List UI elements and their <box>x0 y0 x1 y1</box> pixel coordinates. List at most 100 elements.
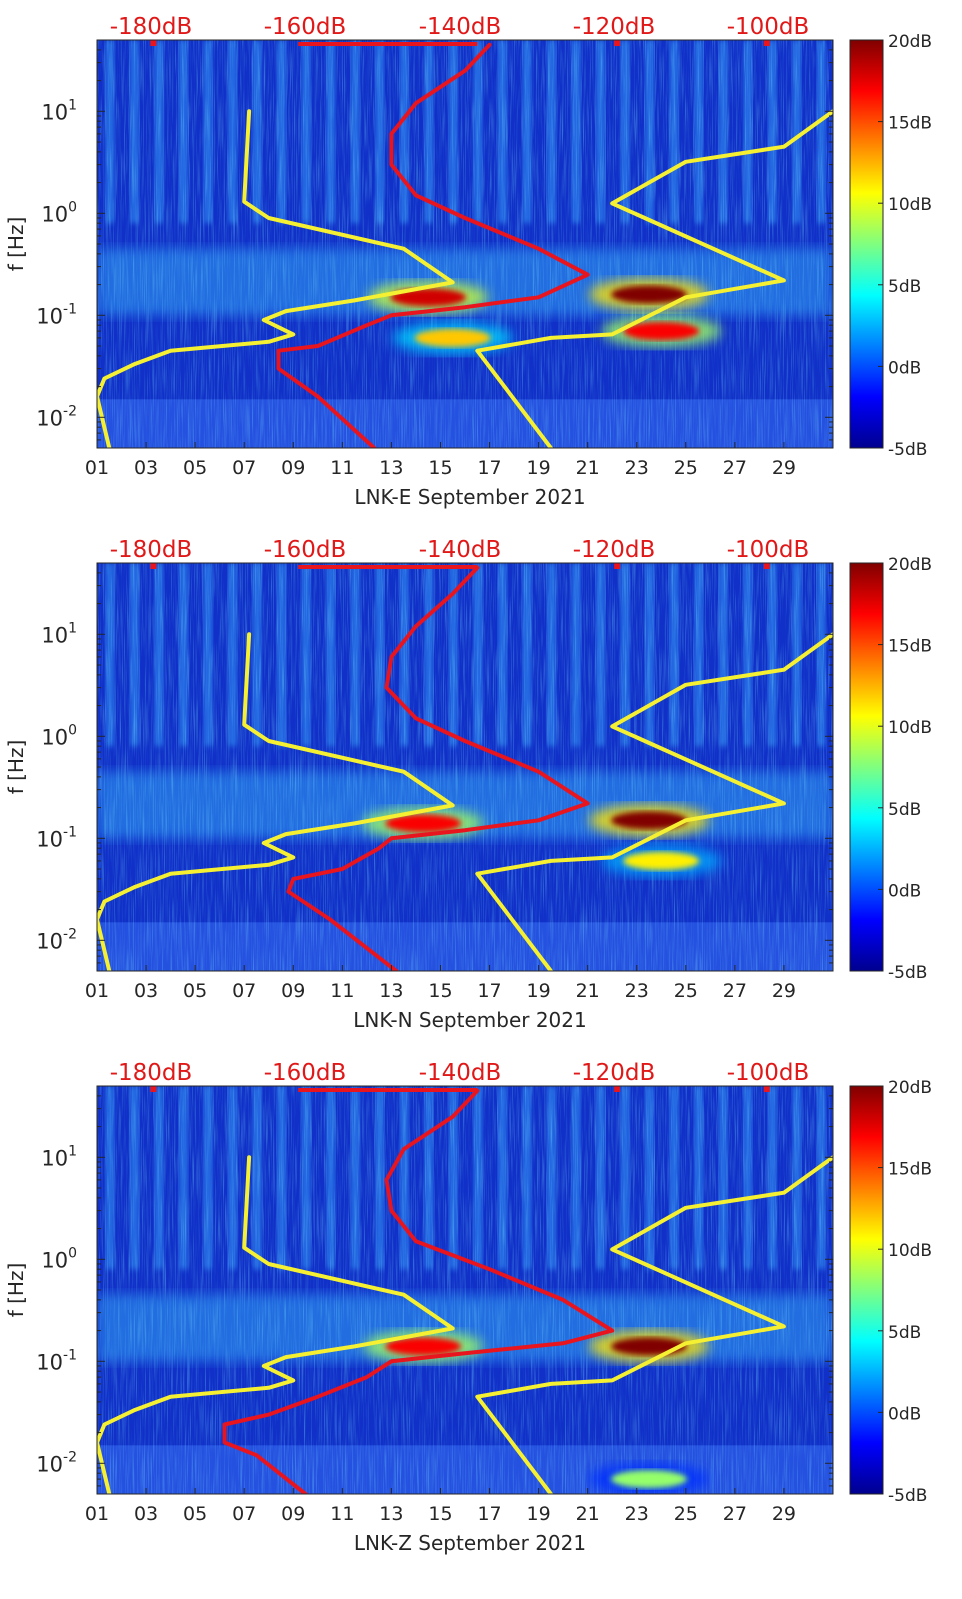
x-tick-label: 21 <box>576 980 600 1002</box>
spectrogram-heatmap <box>97 1086 833 1494</box>
colorbar-tick-label: 10dB <box>888 195 932 215</box>
noise-model-curves <box>97 1086 833 1494</box>
x-tick-label: 11 <box>330 1503 354 1525</box>
y-axis-label: f [Hz] <box>4 740 28 795</box>
x-tick-label: 11 <box>330 980 354 1002</box>
x-tick-label: 07 <box>232 1503 256 1525</box>
series-nlnm <box>97 632 455 971</box>
x-tick-label: 21 <box>576 457 600 479</box>
x-tick-label: 17 <box>477 980 501 1002</box>
y-tick-label: 101 <box>41 97 77 124</box>
colorbar-tick-label: 5dB <box>888 1323 921 1343</box>
spectrogram-heatmap <box>97 40 833 448</box>
x-tick-label: 23 <box>625 1503 649 1525</box>
x-tick-label: 19 <box>527 980 551 1002</box>
heatmap-hotspot <box>623 322 700 341</box>
top-db-marker <box>150 1086 157 1092</box>
series-nhnm <box>475 632 833 971</box>
x-tick-label: 27 <box>723 457 747 479</box>
spectrogram-heatmap <box>97 563 833 971</box>
heatmap-hotspot <box>390 288 467 307</box>
x-tick-label: 01 <box>85 1503 109 1525</box>
x-tick-label: 29 <box>772 980 796 1002</box>
series-psd-mode <box>276 42 590 448</box>
colorbar <box>849 562 884 972</box>
colorbar-tick-label: 5dB <box>888 800 921 820</box>
x-axis-label: LNK-N September 2021 <box>353 1008 586 1032</box>
x-tick-label: 13 <box>379 980 403 1002</box>
x-tick-label: 03 <box>134 457 158 479</box>
x-tick-label: 05 <box>183 457 207 479</box>
heatmap-hotspot <box>611 285 687 304</box>
y-axis-label: f [Hz] <box>4 1263 28 1318</box>
x-tick-label: 01 <box>85 457 109 479</box>
y-tick-label: 100 <box>41 722 77 749</box>
y-tick-label: 10-2 <box>36 403 77 430</box>
top-db-label: -100dB <box>727 537 810 563</box>
x-tick-label: 09 <box>281 1503 305 1525</box>
colorbar-tick-label: 20dB <box>888 32 932 52</box>
x-tick-label: 09 <box>281 980 305 1002</box>
heatmap-texture <box>97 40 833 448</box>
x-tick-label: 25 <box>674 1503 698 1525</box>
heatmap-hotspot <box>385 814 462 833</box>
top-db-label: -160dB <box>264 537 347 563</box>
x-tick-label: 03 <box>134 980 158 1002</box>
x-tick-label: 01 <box>85 980 109 1002</box>
x-tick-label: 15 <box>428 980 452 1002</box>
x-tick-label: 25 <box>674 980 698 1002</box>
series-psd-mode <box>222 1088 615 1494</box>
x-tick-label: 09 <box>281 457 305 479</box>
colorbar-tick-label: -5dB <box>888 440 927 460</box>
series-nlnm <box>97 1155 455 1494</box>
top-db-label: -140dB <box>419 1060 502 1086</box>
x-tick-label: 15 <box>428 457 452 479</box>
y-tick-label: 10-1 <box>36 1347 77 1374</box>
top-db-label: -180dB <box>110 537 193 563</box>
top-db-marker <box>150 40 157 46</box>
colorbar-tick-label: 15dB <box>888 637 932 657</box>
top-db-label: -100dB <box>727 1060 810 1086</box>
heatmap-texture <box>97 563 833 971</box>
x-tick-label: 13 <box>379 1503 403 1525</box>
x-tick-label: 15 <box>428 1503 452 1525</box>
y-tick-label: 101 <box>41 1143 77 1170</box>
series-psd-mode <box>286 565 590 971</box>
series-nlnm <box>97 109 455 448</box>
colorbar-tick-label: 0dB <box>888 358 921 378</box>
x-tick-label: 05 <box>183 980 207 1002</box>
heatmap-hotspot <box>385 1337 462 1356</box>
x-tick-label: 17 <box>477 1503 501 1525</box>
colorbar-tick-label: 10dB <box>888 1241 932 1261</box>
colorbar-tick-label: 20dB <box>888 1078 932 1098</box>
panel-lnk-e: 01 03 05 07 09 11 13 15 17 19 21 23 25 27 29 LNK-E Sept… <box>4 14 932 509</box>
heatmap-hotspot <box>623 851 700 870</box>
x-tick-label: 05 <box>183 1503 207 1525</box>
heatmap-hotspot <box>611 811 687 830</box>
top-db-marker <box>763 1086 770 1092</box>
heatmap-hotspot <box>414 328 491 347</box>
x-tick-label: 21 <box>576 1503 600 1525</box>
noise-model-curves <box>97 563 833 971</box>
top-db-label: -180dB <box>110 1060 193 1086</box>
series-nhnm <box>475 109 833 448</box>
top-db-label: -100dB <box>727 14 810 40</box>
colorbar-tick-label: 10dB <box>888 718 932 738</box>
x-tick-label: 27 <box>723 1503 747 1525</box>
x-tick-label: 27 <box>723 980 747 1002</box>
top-db-marker <box>763 563 770 569</box>
top-db-marker <box>614 1086 621 1092</box>
x-tick-label: 19 <box>527 1503 551 1525</box>
y-tick-label: 101 <box>41 620 77 647</box>
x-tick-label: 29 <box>772 1503 796 1525</box>
series-nhnm <box>475 1155 833 1494</box>
y-tick-label: 100 <box>41 1245 77 1272</box>
top-db-marker <box>614 40 621 46</box>
top-db-label: -160dB <box>264 14 347 40</box>
panel-lnk-z: 01 03 05 07 09 11 13 15 17 19 21 23 25 27 29 LNK-Z Sept… <box>4 1060 932 1555</box>
x-tick-label: 03 <box>134 1503 158 1525</box>
y-tick-label: 10-1 <box>36 301 77 328</box>
top-db-marker <box>150 563 157 569</box>
y-tick-label: 10-2 <box>36 1449 77 1476</box>
top-db-marker <box>614 563 621 569</box>
